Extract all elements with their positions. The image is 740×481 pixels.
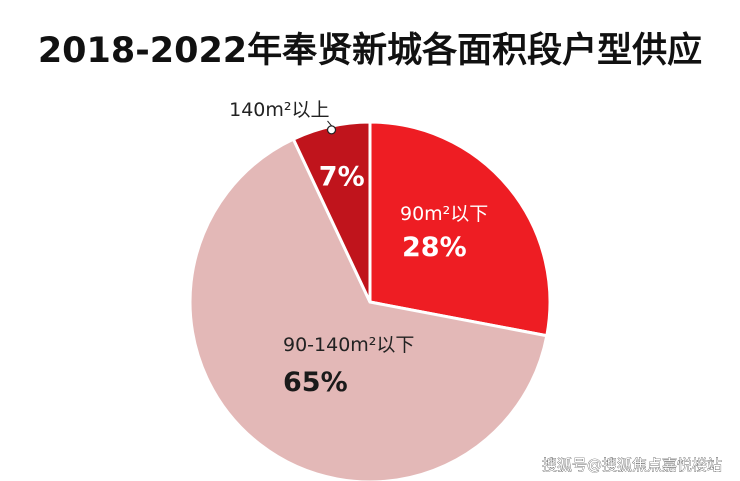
watermark: 搜狐号@搜狐焦点嘉悦楼站 bbox=[542, 456, 722, 474]
slice-label-1: 90m²以下 bbox=[400, 203, 488, 225]
pie-labels: 90m²以下 28% 90-140m²以下 65% 7% 140m²以上 bbox=[229, 99, 488, 398]
callout-line bbox=[327, 120, 332, 127]
pie-slices bbox=[188, 120, 552, 481]
pie-slice-1 bbox=[368, 120, 552, 338]
pie-slice-2 bbox=[188, 137, 549, 481]
slice-label-3: 140m²以上 bbox=[229, 99, 329, 121]
chart-title: 2018-2022年奉贤新城各面积段户型供应 bbox=[38, 30, 702, 71]
slice-value-2: 65% bbox=[283, 367, 348, 398]
callout-dot bbox=[326, 125, 337, 135]
slice-label-2: 90-140m²以下 bbox=[283, 334, 414, 356]
slice-value-1: 28% bbox=[402, 232, 467, 263]
slice-value-3: 7% bbox=[319, 162, 365, 193]
